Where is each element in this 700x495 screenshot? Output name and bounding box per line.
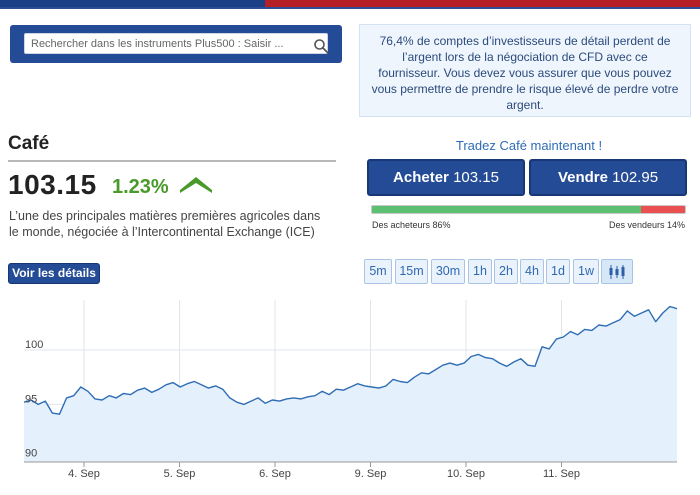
trend-up-icon bbox=[180, 177, 212, 193]
x-tick-label: 4. Sep bbox=[68, 468, 100, 480]
search-panel bbox=[10, 25, 342, 63]
sell-button-label: Vendre bbox=[557, 169, 608, 186]
candlestick-icon bbox=[609, 265, 625, 279]
timeframe-4h[interactable]: 4h bbox=[520, 259, 544, 284]
y-tick-label: 95 bbox=[25, 393, 37, 405]
timeframe-5m[interactable]: 5m bbox=[364, 259, 392, 284]
top-brand-bar bbox=[0, 0, 700, 9]
price-chart[interactable]: 90 95 100 4. Sep 5. Sep 6. Sep 9. Sep 10. Sep 11… bbox=[0, 290, 700, 480]
price-area bbox=[24, 306, 677, 462]
trade-prompt: Tradez Café maintenant ! bbox=[455, 138, 603, 153]
buyers-share-bar bbox=[372, 206, 642, 213]
x-tick-label: 6. Sep bbox=[259, 468, 291, 480]
timeframe-15m[interactable]: 15m bbox=[395, 259, 428, 284]
timeframe-30m[interactable]: 30m bbox=[431, 259, 465, 284]
title-divider bbox=[8, 160, 336, 162]
y-tick-label: 90 bbox=[25, 448, 37, 460]
sell-button[interactable]: Vendre 102.95 bbox=[529, 159, 687, 196]
candlestick-chart-button[interactable] bbox=[601, 259, 633, 284]
search-icon[interactable] bbox=[313, 38, 329, 54]
buy-button-label: Acheter bbox=[393, 169, 449, 186]
sentiment-bar bbox=[371, 205, 686, 214]
timeframe-1h[interactable]: 1h bbox=[468, 259, 492, 284]
price-change: 1.23% bbox=[112, 176, 169, 198]
buy-price: 103.15 bbox=[453, 169, 499, 186]
view-details-button[interactable]: Voir les détails bbox=[8, 263, 100, 284]
x-tick-label: 11. Sep bbox=[543, 468, 580, 480]
sellers-label: Des vendeurs 14% bbox=[608, 220, 685, 230]
y-tick-label: 100 bbox=[25, 339, 43, 351]
buyers-label: Des acheteurs 86% bbox=[372, 220, 451, 230]
price-line bbox=[23, 305, 678, 415]
timeframe-2h[interactable]: 2h bbox=[494, 259, 518, 284]
instrument-price: 103.15 bbox=[8, 169, 97, 200]
buy-button[interactable]: Acheter 103.15 bbox=[367, 159, 525, 196]
timeframe-1d[interactable]: 1d bbox=[546, 259, 570, 284]
search-input[interactable] bbox=[24, 33, 328, 54]
x-tick-label: 10. Sep bbox=[447, 468, 485, 480]
sell-price: 102.95 bbox=[612, 169, 659, 186]
instrument-description: L’une des principales matières premières… bbox=[9, 209, 321, 239]
x-tick-label: 9. Sep bbox=[355, 468, 387, 480]
instrument-title: Café bbox=[8, 133, 50, 154]
risk-warning: 76,4% de comptes d’investisseurs de déta… bbox=[359, 24, 691, 117]
x-tick-label: 5. Sep bbox=[164, 468, 196, 480]
timeframe-1w[interactable]: 1w bbox=[573, 259, 599, 284]
